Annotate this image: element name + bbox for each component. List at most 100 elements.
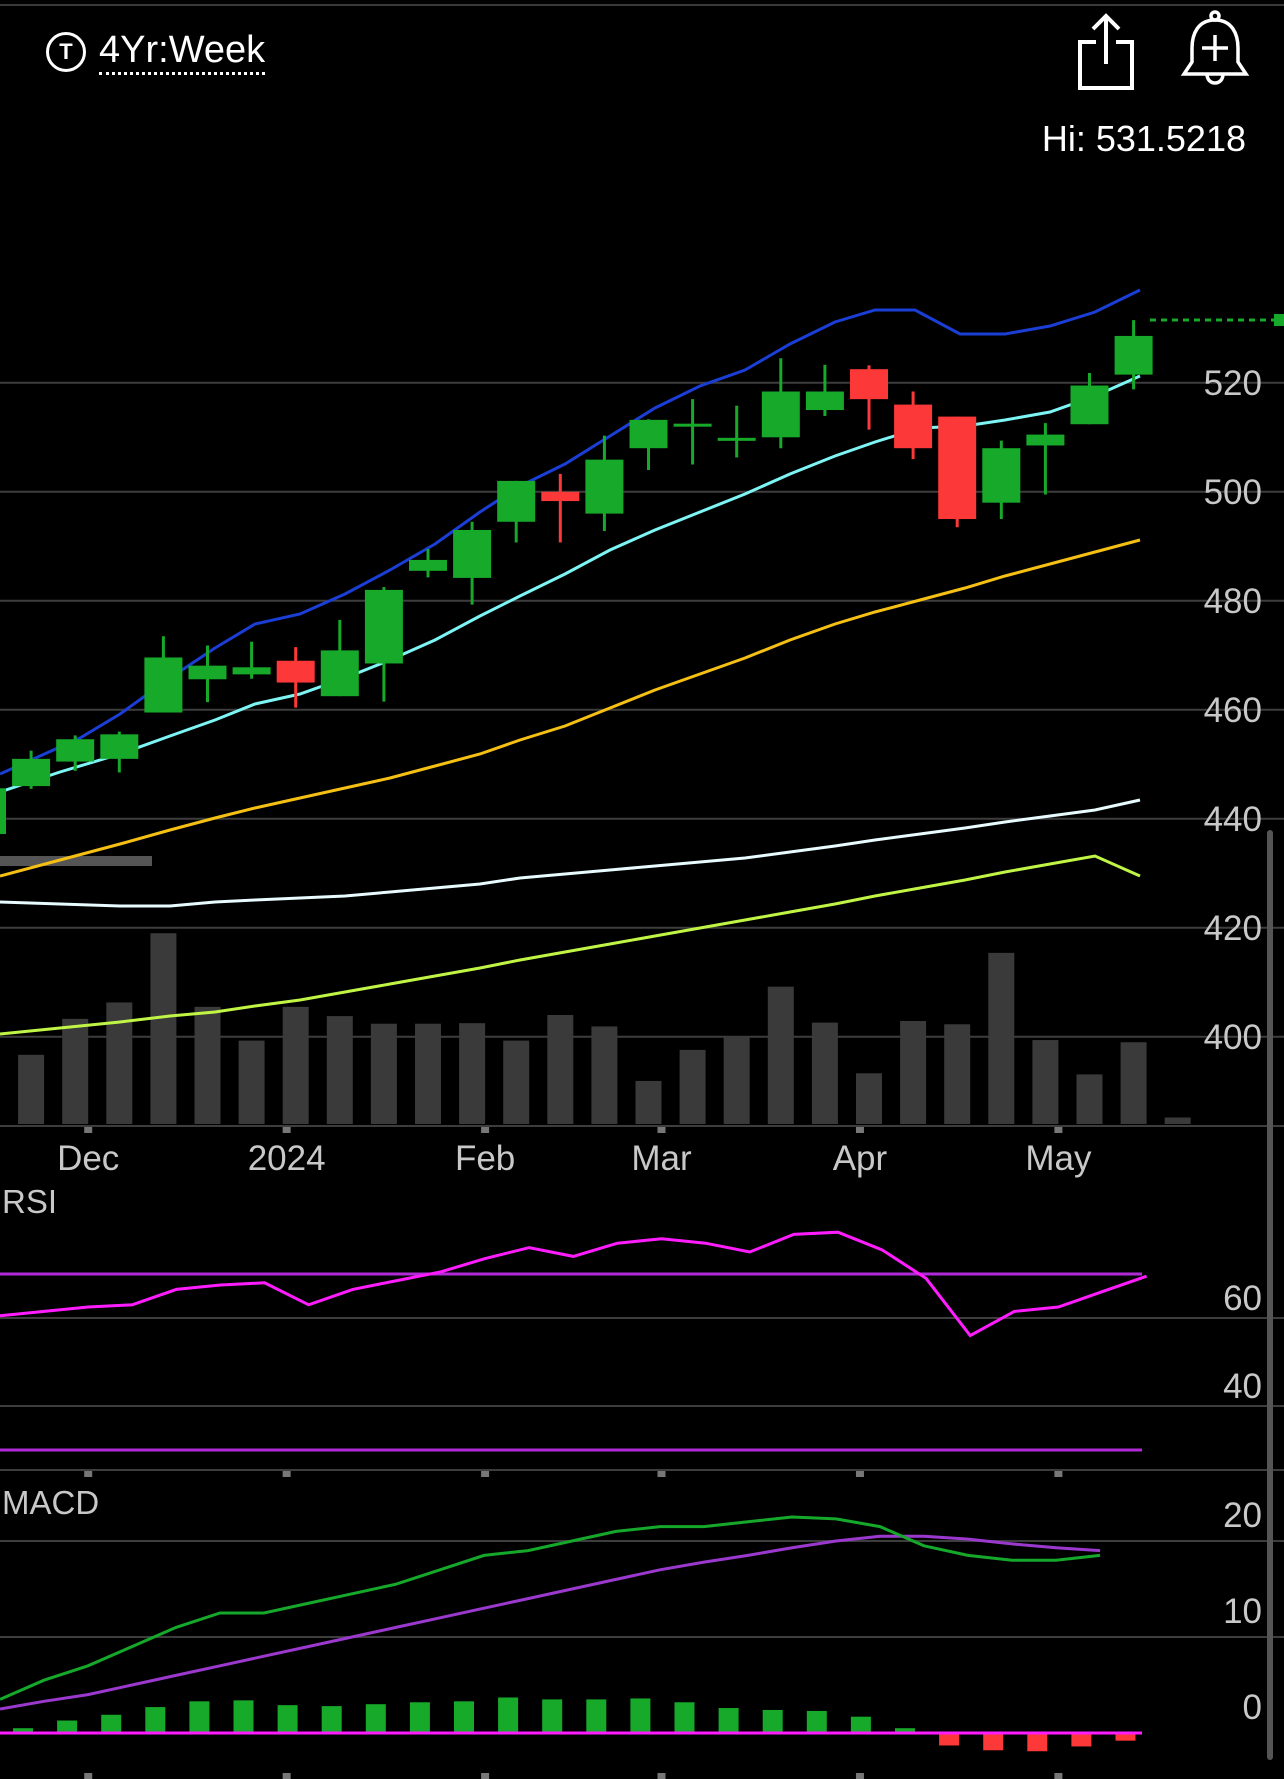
candle-up — [100, 731, 139, 773]
rsi-time-tick — [282, 1471, 291, 1477]
volume-bar — [547, 1015, 574, 1124]
candle-up — [982, 440, 1021, 520]
candle-body — [850, 369, 888, 400]
time-tick — [1054, 1127, 1063, 1133]
share-icon — [1078, 13, 1134, 90]
macd-histogram-bar — [586, 1699, 607, 1733]
time-tick-label: May — [1025, 1139, 1092, 1178]
candle-body — [629, 419, 668, 449]
rsi-tick-label: 40 — [1223, 1367, 1262, 1406]
volume-bar — [944, 1024, 971, 1124]
candle-body — [497, 480, 536, 522]
candle-up — [320, 619, 359, 697]
macd-histogram-bar — [983, 1733, 1004, 1751]
candle-up — [453, 521, 492, 605]
moving-average-200 — [0, 854, 1141, 1036]
price-axis: 400 420 440 460 480 500 520 — [1204, 364, 1262, 1057]
price-tick-label: 520 — [1204, 364, 1262, 403]
macd-histogram-bar — [409, 1702, 430, 1733]
candle-body — [673, 423, 712, 427]
volume-bar — [679, 1049, 706, 1124]
rsi-time-tick — [481, 1471, 490, 1477]
top-bar: T 4Yr:Week — [0, 0, 1284, 110]
macd-histogram-bar — [939, 1733, 960, 1746]
rsi-panel: RSI 40 60 — [0, 1183, 1284, 1477]
moving-average-50 — [0, 538, 1141, 878]
volume-bars — [0, 856, 1191, 1124]
macd-title: MACD — [2, 1484, 99, 1521]
time-tick-label: Dec — [57, 1139, 119, 1178]
time-tick-label: 2024 — [248, 1139, 326, 1178]
rsi-title: RSI — [2, 1183, 57, 1220]
volume-bar — [503, 1040, 530, 1124]
macd-time-tick — [657, 1773, 666, 1779]
time-tick — [657, 1127, 666, 1133]
volume-bar — [370, 1023, 397, 1124]
candle-body — [0, 788, 6, 835]
candle-body — [12, 758, 51, 787]
candle-up — [497, 480, 536, 543]
candle-body — [56, 739, 95, 762]
candle-up — [805, 364, 844, 417]
rsi-time-tick — [855, 1471, 864, 1477]
candle-body — [805, 391, 844, 411]
macd-histogram-bar — [189, 1701, 210, 1733]
add-alert-button[interactable] — [1180, 10, 1250, 92]
candle-body — [144, 657, 183, 713]
macd-histogram-bar — [365, 1704, 386, 1733]
candle-body — [276, 660, 315, 683]
candlesticks — [0, 314, 1284, 835]
volume-bar — [459, 1023, 486, 1124]
timeframe-label: 4Yr:Week — [99, 30, 266, 75]
macd-histogram-bar — [850, 1716, 871, 1733]
candle-body — [100, 734, 139, 759]
candle-up — [364, 587, 403, 702]
share-button[interactable] — [1074, 12, 1138, 92]
price-tick-label: 480 — [1204, 582, 1262, 621]
candle-body — [409, 559, 447, 571]
high-price-marker — [1274, 314, 1284, 327]
candle-up — [144, 636, 183, 713]
candle-body — [1026, 434, 1065, 446]
candle-down — [894, 391, 933, 460]
scroll-indicator[interactable] — [1267, 830, 1273, 1760]
volume-bar — [900, 1020, 927, 1124]
moving-average-10 — [0, 288, 1141, 776]
rsi-time-tick — [84, 1471, 93, 1477]
macd-tick-label: 0 — [1243, 1688, 1262, 1727]
volume-bar — [591, 1026, 618, 1124]
candle-body — [585, 459, 624, 514]
price-tick-label: 420 — [1204, 909, 1262, 948]
candle-body — [364, 589, 403, 664]
candle-down — [541, 473, 580, 543]
candle-body — [232, 667, 271, 675]
macd-histogram-bar — [233, 1700, 254, 1733]
macd-histogram-bar — [145, 1707, 166, 1733]
time-tick — [481, 1127, 490, 1133]
candle-body — [541, 491, 580, 502]
candle-body — [894, 404, 933, 449]
volume-bar — [1164, 1117, 1191, 1124]
macd-histogram-bar — [1027, 1733, 1048, 1752]
volume-bar — [635, 1080, 662, 1124]
candle-down — [850, 365, 888, 430]
volume-bar — [1120, 1042, 1147, 1124]
time-tick — [282, 1127, 291, 1133]
candle-up — [56, 735, 95, 771]
volume-bar — [62, 1018, 89, 1124]
macd-histogram-bar — [321, 1706, 342, 1733]
volume-bar — [811, 1022, 838, 1124]
bell-plus-icon — [1180, 10, 1250, 85]
volume-bar — [18, 1054, 45, 1124]
top-divider — [0, 4, 1284, 6]
rsi-time-tick — [1054, 1471, 1063, 1477]
candle-body — [453, 529, 492, 578]
macd-histogram-bar — [1115, 1733, 1136, 1741]
candle-body — [1114, 335, 1153, 375]
macd-histogram-bar — [806, 1710, 827, 1733]
candle-down — [938, 416, 977, 528]
macd-histogram-bar — [895, 1728, 915, 1733]
time-tick-label: Mar — [631, 1139, 692, 1178]
timeframe-selector[interactable]: T 4Yr:Week — [46, 26, 266, 78]
